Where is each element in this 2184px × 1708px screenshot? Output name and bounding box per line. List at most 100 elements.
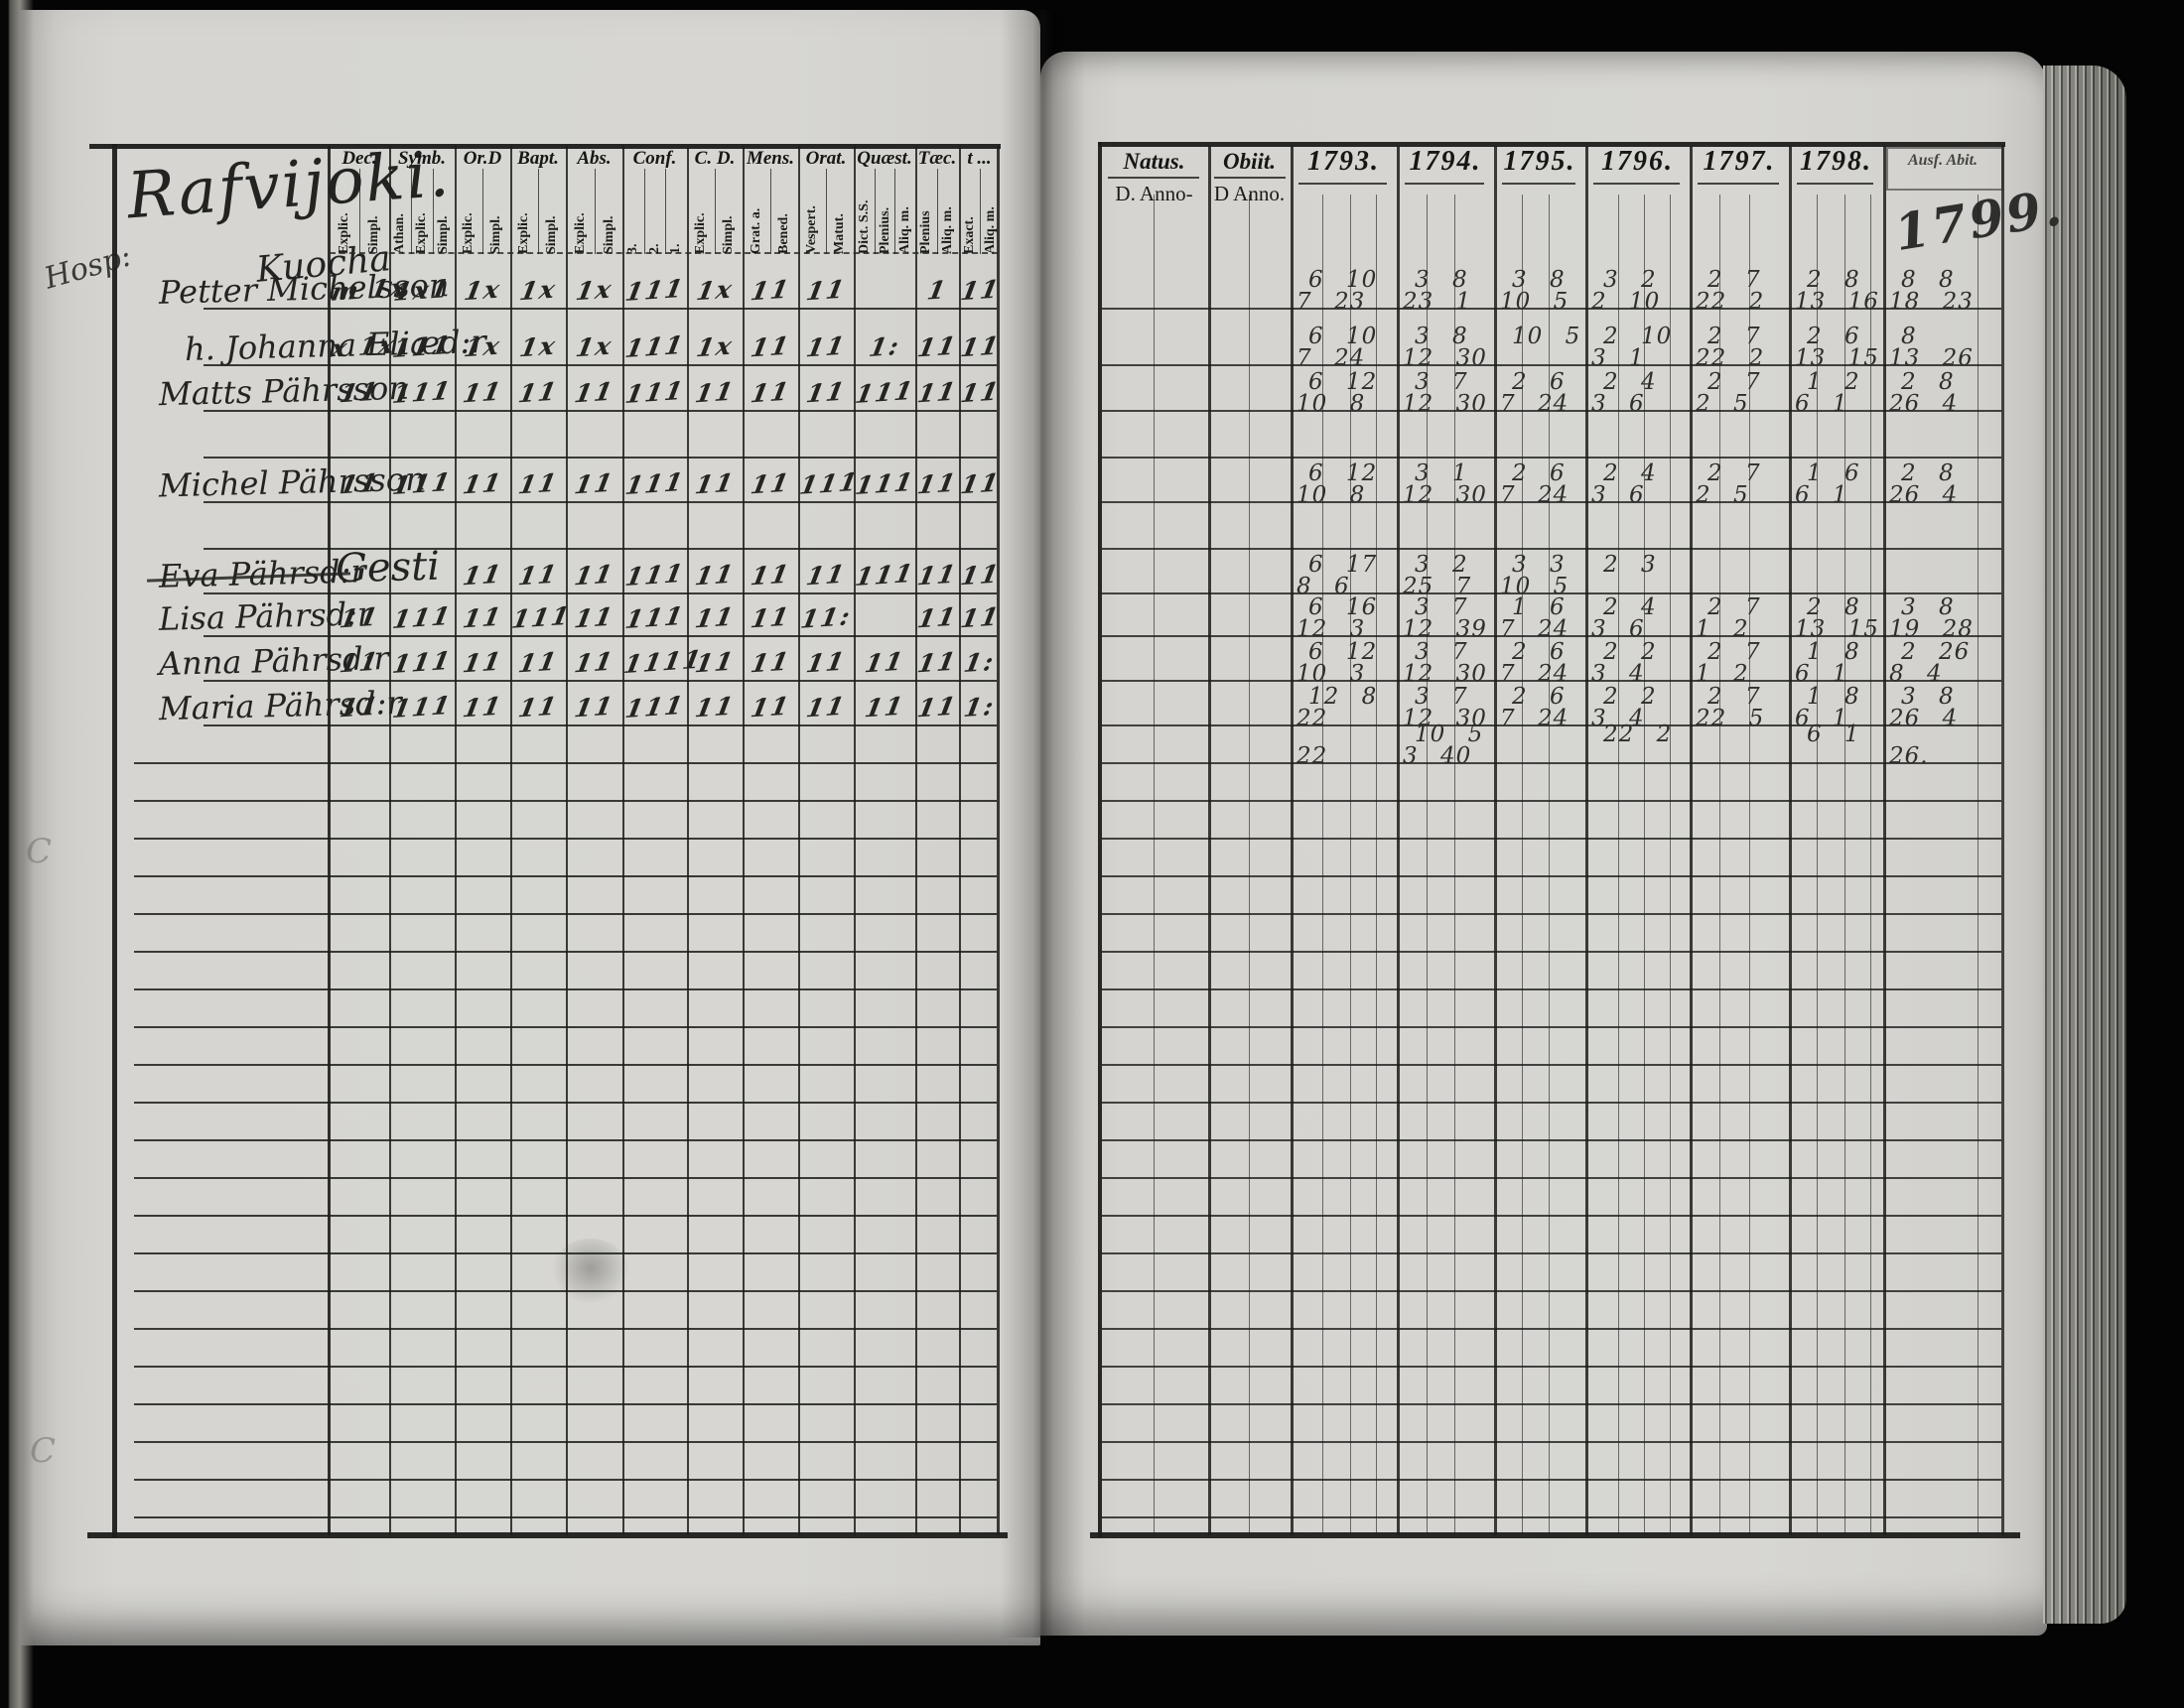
column-divider xyxy=(798,146,800,1535)
date-entry: 2 7 xyxy=(1707,369,1761,395)
date-entry: 7 24 xyxy=(1500,482,1570,508)
column-header: Abs. xyxy=(577,148,612,169)
column-subheader: Explic. xyxy=(516,212,531,254)
column-subheader: Explic. xyxy=(693,212,708,254)
row-line xyxy=(1102,1102,2001,1104)
date-entry: 2 6 xyxy=(1512,684,1566,710)
date-entry: 3 7 xyxy=(1415,369,1468,395)
subcolumn-divider xyxy=(894,169,895,254)
date-entry: 2 10 xyxy=(1603,324,1673,349)
year-underline xyxy=(1593,183,1680,185)
year-underline xyxy=(1405,183,1484,185)
tally-mark: 11 xyxy=(958,376,1003,409)
column-subheader: Simpl. xyxy=(366,215,381,254)
tally-mark: 11 xyxy=(748,274,793,307)
tally-mark: 11 xyxy=(958,601,1003,634)
row-line xyxy=(1102,875,2001,877)
column-subheader: Matut. xyxy=(832,213,847,254)
column-divider xyxy=(622,146,624,1535)
left-table-top-border xyxy=(89,144,1001,149)
column-header: C. D. xyxy=(694,148,736,169)
tally-mark: 11 xyxy=(803,559,849,591)
column-subheader: Grat. a. xyxy=(749,207,763,254)
row-line xyxy=(1102,838,2001,840)
column-divider xyxy=(1494,146,1497,1535)
column-subheader: Dict. S.S. xyxy=(857,199,872,254)
row-line xyxy=(134,1102,997,1104)
date-entry: 22 xyxy=(1297,743,1328,769)
tally-mark: 111 xyxy=(853,376,917,409)
subcolumn-divider xyxy=(433,169,434,254)
column-header: Or.D xyxy=(463,148,502,169)
date-entry: 2 7 xyxy=(1707,267,1761,293)
column-subheader: Simpl. xyxy=(436,215,451,254)
tally-mark: 1: xyxy=(961,646,998,679)
date-entry: 6 1 xyxy=(1795,482,1848,508)
tally-mark: 11 xyxy=(914,646,960,679)
subcolumn-divider xyxy=(980,169,981,254)
date-entry: 19 28 xyxy=(1889,616,1974,642)
row-line xyxy=(1102,1366,2001,1368)
tally-mark: 11 xyxy=(572,559,617,591)
tally-mark: 11 xyxy=(958,467,1003,500)
subcolumn-divider xyxy=(1376,195,1377,1534)
row-line xyxy=(1102,1064,2001,1066)
right-table-top-border xyxy=(1098,142,2005,147)
year-header: 1793. xyxy=(1307,146,1380,177)
date-entry: 6 1 xyxy=(1807,722,1860,747)
right-table-left-border xyxy=(1098,142,1102,1537)
row-line xyxy=(1102,457,2001,459)
subcolumn-divider xyxy=(1670,195,1671,1534)
row-line xyxy=(1102,635,2001,637)
date-entry: 13 15 xyxy=(1795,345,1879,371)
tally-mark: 111 xyxy=(622,376,687,409)
date-entry: 3 4 xyxy=(1591,661,1645,687)
date-entry: 10 8 xyxy=(1297,482,1366,508)
date-entry: 8 4 xyxy=(1889,661,1943,687)
date-entry: 25 7 xyxy=(1403,574,1472,599)
tally-mark: 111 xyxy=(390,601,455,634)
date-entry: 10 3 xyxy=(1297,661,1366,687)
date-entry: 6 10 xyxy=(1308,324,1378,349)
date-entry: 12 30 xyxy=(1403,706,1487,731)
tally-mark: 11 xyxy=(337,691,382,723)
row-line xyxy=(134,838,997,840)
row-line xyxy=(134,1252,997,1254)
tally-mark: x 1x xyxy=(329,329,399,363)
date-entry: 6 16 xyxy=(1308,594,1378,620)
date-entry: 12 3 xyxy=(1297,616,1366,642)
tally-mark: 111 xyxy=(622,274,687,307)
date-entry: 1 2 xyxy=(1696,616,1749,642)
tally-mark: 1x xyxy=(694,330,737,363)
date-entry: 2 26 xyxy=(1901,639,1971,665)
row-line xyxy=(1102,1441,2001,1443)
date-entry: 2 7 xyxy=(1707,639,1761,665)
tally-mark: 11 xyxy=(460,467,505,500)
subcolumn-divider xyxy=(826,169,827,254)
tally-mark: 1x xyxy=(462,274,504,307)
year-underline xyxy=(1797,183,1873,185)
margin-smudge: C xyxy=(26,832,53,871)
date-entry: 1 8 xyxy=(1807,684,1860,710)
subcolumn-divider xyxy=(1719,195,1720,1534)
date-entry: 3 1 xyxy=(1591,345,1645,371)
column-subheader: 2. xyxy=(647,243,662,255)
row-line xyxy=(134,800,997,802)
date-entry: 1 2 xyxy=(1696,661,1749,687)
row-line xyxy=(134,1479,997,1481)
date-entry: 1 6 xyxy=(1807,460,1860,486)
row-line xyxy=(134,913,997,915)
tally-mark: 11 xyxy=(515,691,561,723)
tally-mark: 111 xyxy=(622,467,687,500)
row-line xyxy=(204,457,997,459)
column-divider xyxy=(566,146,568,1535)
date-entry: 2 3 xyxy=(1603,552,1657,578)
tally-mark: 11 xyxy=(692,646,738,679)
tally-mark: 1: xyxy=(961,691,998,723)
year-header: 1798. xyxy=(1800,146,1872,177)
year-header: 1795. xyxy=(1503,146,1576,177)
row-line xyxy=(1102,1479,2001,1481)
row-line xyxy=(1102,592,2001,594)
tally-mark: 11 xyxy=(914,376,960,409)
date-entry: 7 24 xyxy=(1500,706,1570,731)
